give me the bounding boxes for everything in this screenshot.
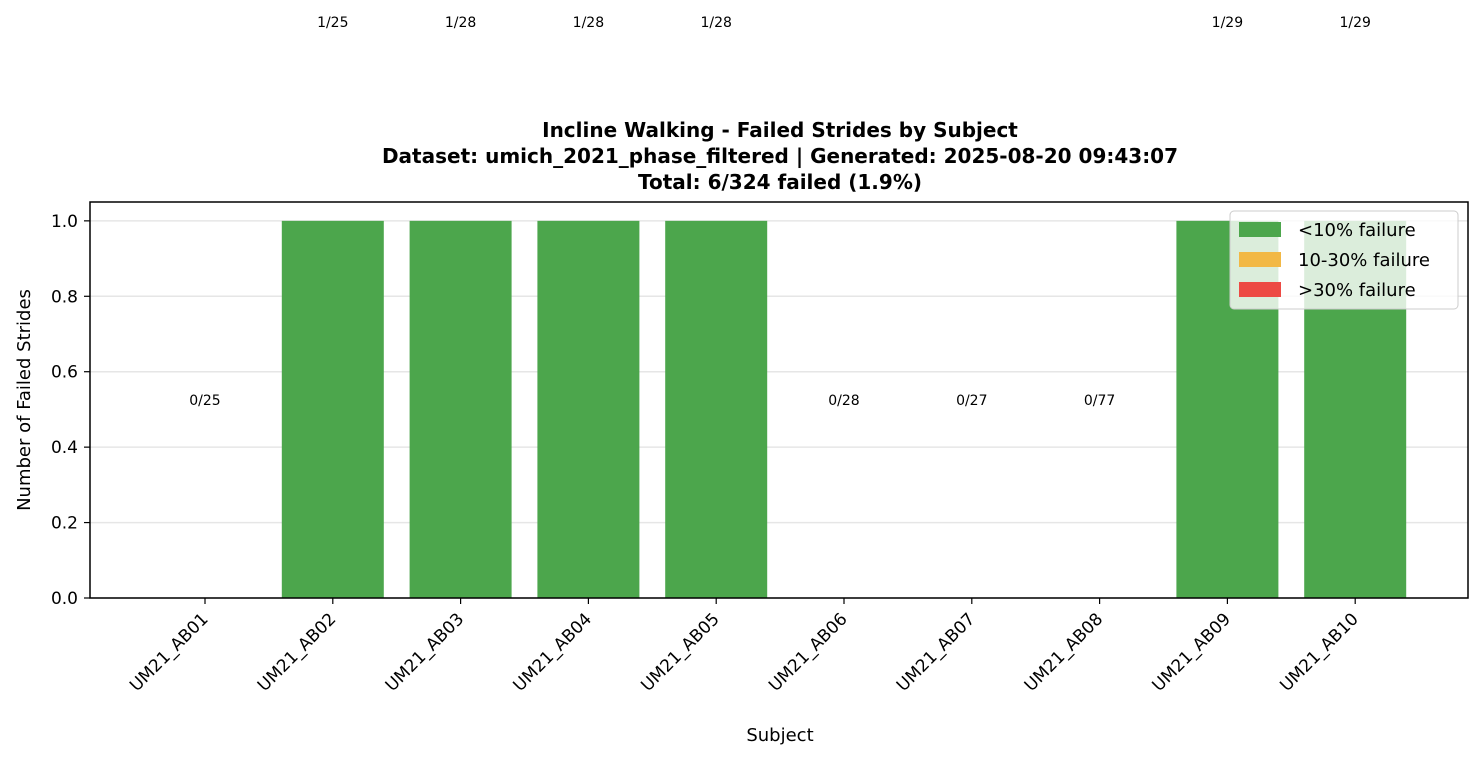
chart-summary: Total: 6/324 failed (1.9%) bbox=[638, 170, 922, 194]
x-tick-label: UM21_AB10 bbox=[1276, 609, 1362, 695]
x-tick-label: UM21_AB05 bbox=[637, 609, 723, 695]
legend-box bbox=[1229, 210, 1459, 310]
x-tick-label: UM21_AB03 bbox=[382, 609, 468, 695]
data-label: 0/27 bbox=[956, 393, 987, 409]
legend-swatch bbox=[1239, 282, 1281, 297]
x-tick-label: UM21_AB07 bbox=[893, 609, 979, 695]
data-label: 0/25 bbox=[189, 393, 220, 409]
data-label: 1/28 bbox=[445, 15, 476, 31]
y-tick-label: 0.2 bbox=[51, 514, 78, 534]
y-tick-label: 0.4 bbox=[51, 438, 78, 458]
y-axis-ticks: 0.0 0.2 0.4 0.6 0.8 1.0 bbox=[51, 212, 90, 609]
y-tick-label: 1.0 bbox=[51, 212, 78, 232]
legend-swatch bbox=[1239, 252, 1281, 267]
bar-um21_ab05 bbox=[665, 220, 768, 598]
chart-subtitle: Dataset: umich_2021_phase_filtered | Gen… bbox=[382, 144, 1178, 168]
y-tick-label: 0.6 bbox=[51, 363, 78, 383]
legend-label: 10-30% failure bbox=[1298, 250, 1430, 271]
bar-um21_ab04 bbox=[537, 220, 640, 598]
x-tick-label: UM21_AB06 bbox=[765, 609, 851, 695]
x-axis-ticks: UM21_AB01 UM21_AB02 UM21_AB03 UM21_AB04 UM21… bbox=[126, 598, 1363, 696]
y-tick-label: 0.0 bbox=[51, 589, 78, 609]
data-label: 1/28 bbox=[700, 15, 731, 31]
data-label: 0/77 bbox=[1084, 393, 1115, 409]
y-axis-label: Number of Failed Strides bbox=[14, 289, 35, 511]
legend-label: >30% failure bbox=[1298, 280, 1416, 301]
x-axis-label: Subject bbox=[746, 725, 813, 746]
bar-um21_ab02 bbox=[281, 220, 384, 598]
data-labels: 0/25 1/25 1/28 1/28 1/28 0/28 0/27 0/77 1/29 1/29 bbox=[189, 15, 1371, 409]
legend-swatch bbox=[1239, 222, 1281, 237]
x-tick-label: UM21_AB04 bbox=[510, 609, 596, 695]
x-tick-label: UM21_AB01 bbox=[126, 609, 212, 695]
data-label: 1/29 bbox=[1212, 15, 1243, 31]
data-label: 1/28 bbox=[573, 15, 604, 31]
data-label: 1/29 bbox=[1339, 15, 1370, 31]
data-label: 1/25 bbox=[317, 15, 348, 31]
legend-label: <10% failure bbox=[1298, 220, 1416, 241]
x-tick-label: UM21_AB08 bbox=[1021, 609, 1107, 695]
x-tick-label: UM21_AB02 bbox=[254, 609, 340, 695]
bars bbox=[281, 220, 1407, 598]
y-tick-label: 0.8 bbox=[51, 287, 78, 307]
chart-title: Incline Walking - Failed Strides by Subj… bbox=[542, 118, 1018, 142]
plot-frame bbox=[89, 201, 1469, 599]
data-label: 0/28 bbox=[828, 393, 859, 409]
x-tick-label: UM21_AB09 bbox=[1149, 609, 1235, 695]
legend: <10% failure 10-30% failure >30% failure bbox=[1229, 210, 1459, 310]
bar-um21_ab03 bbox=[409, 220, 512, 598]
